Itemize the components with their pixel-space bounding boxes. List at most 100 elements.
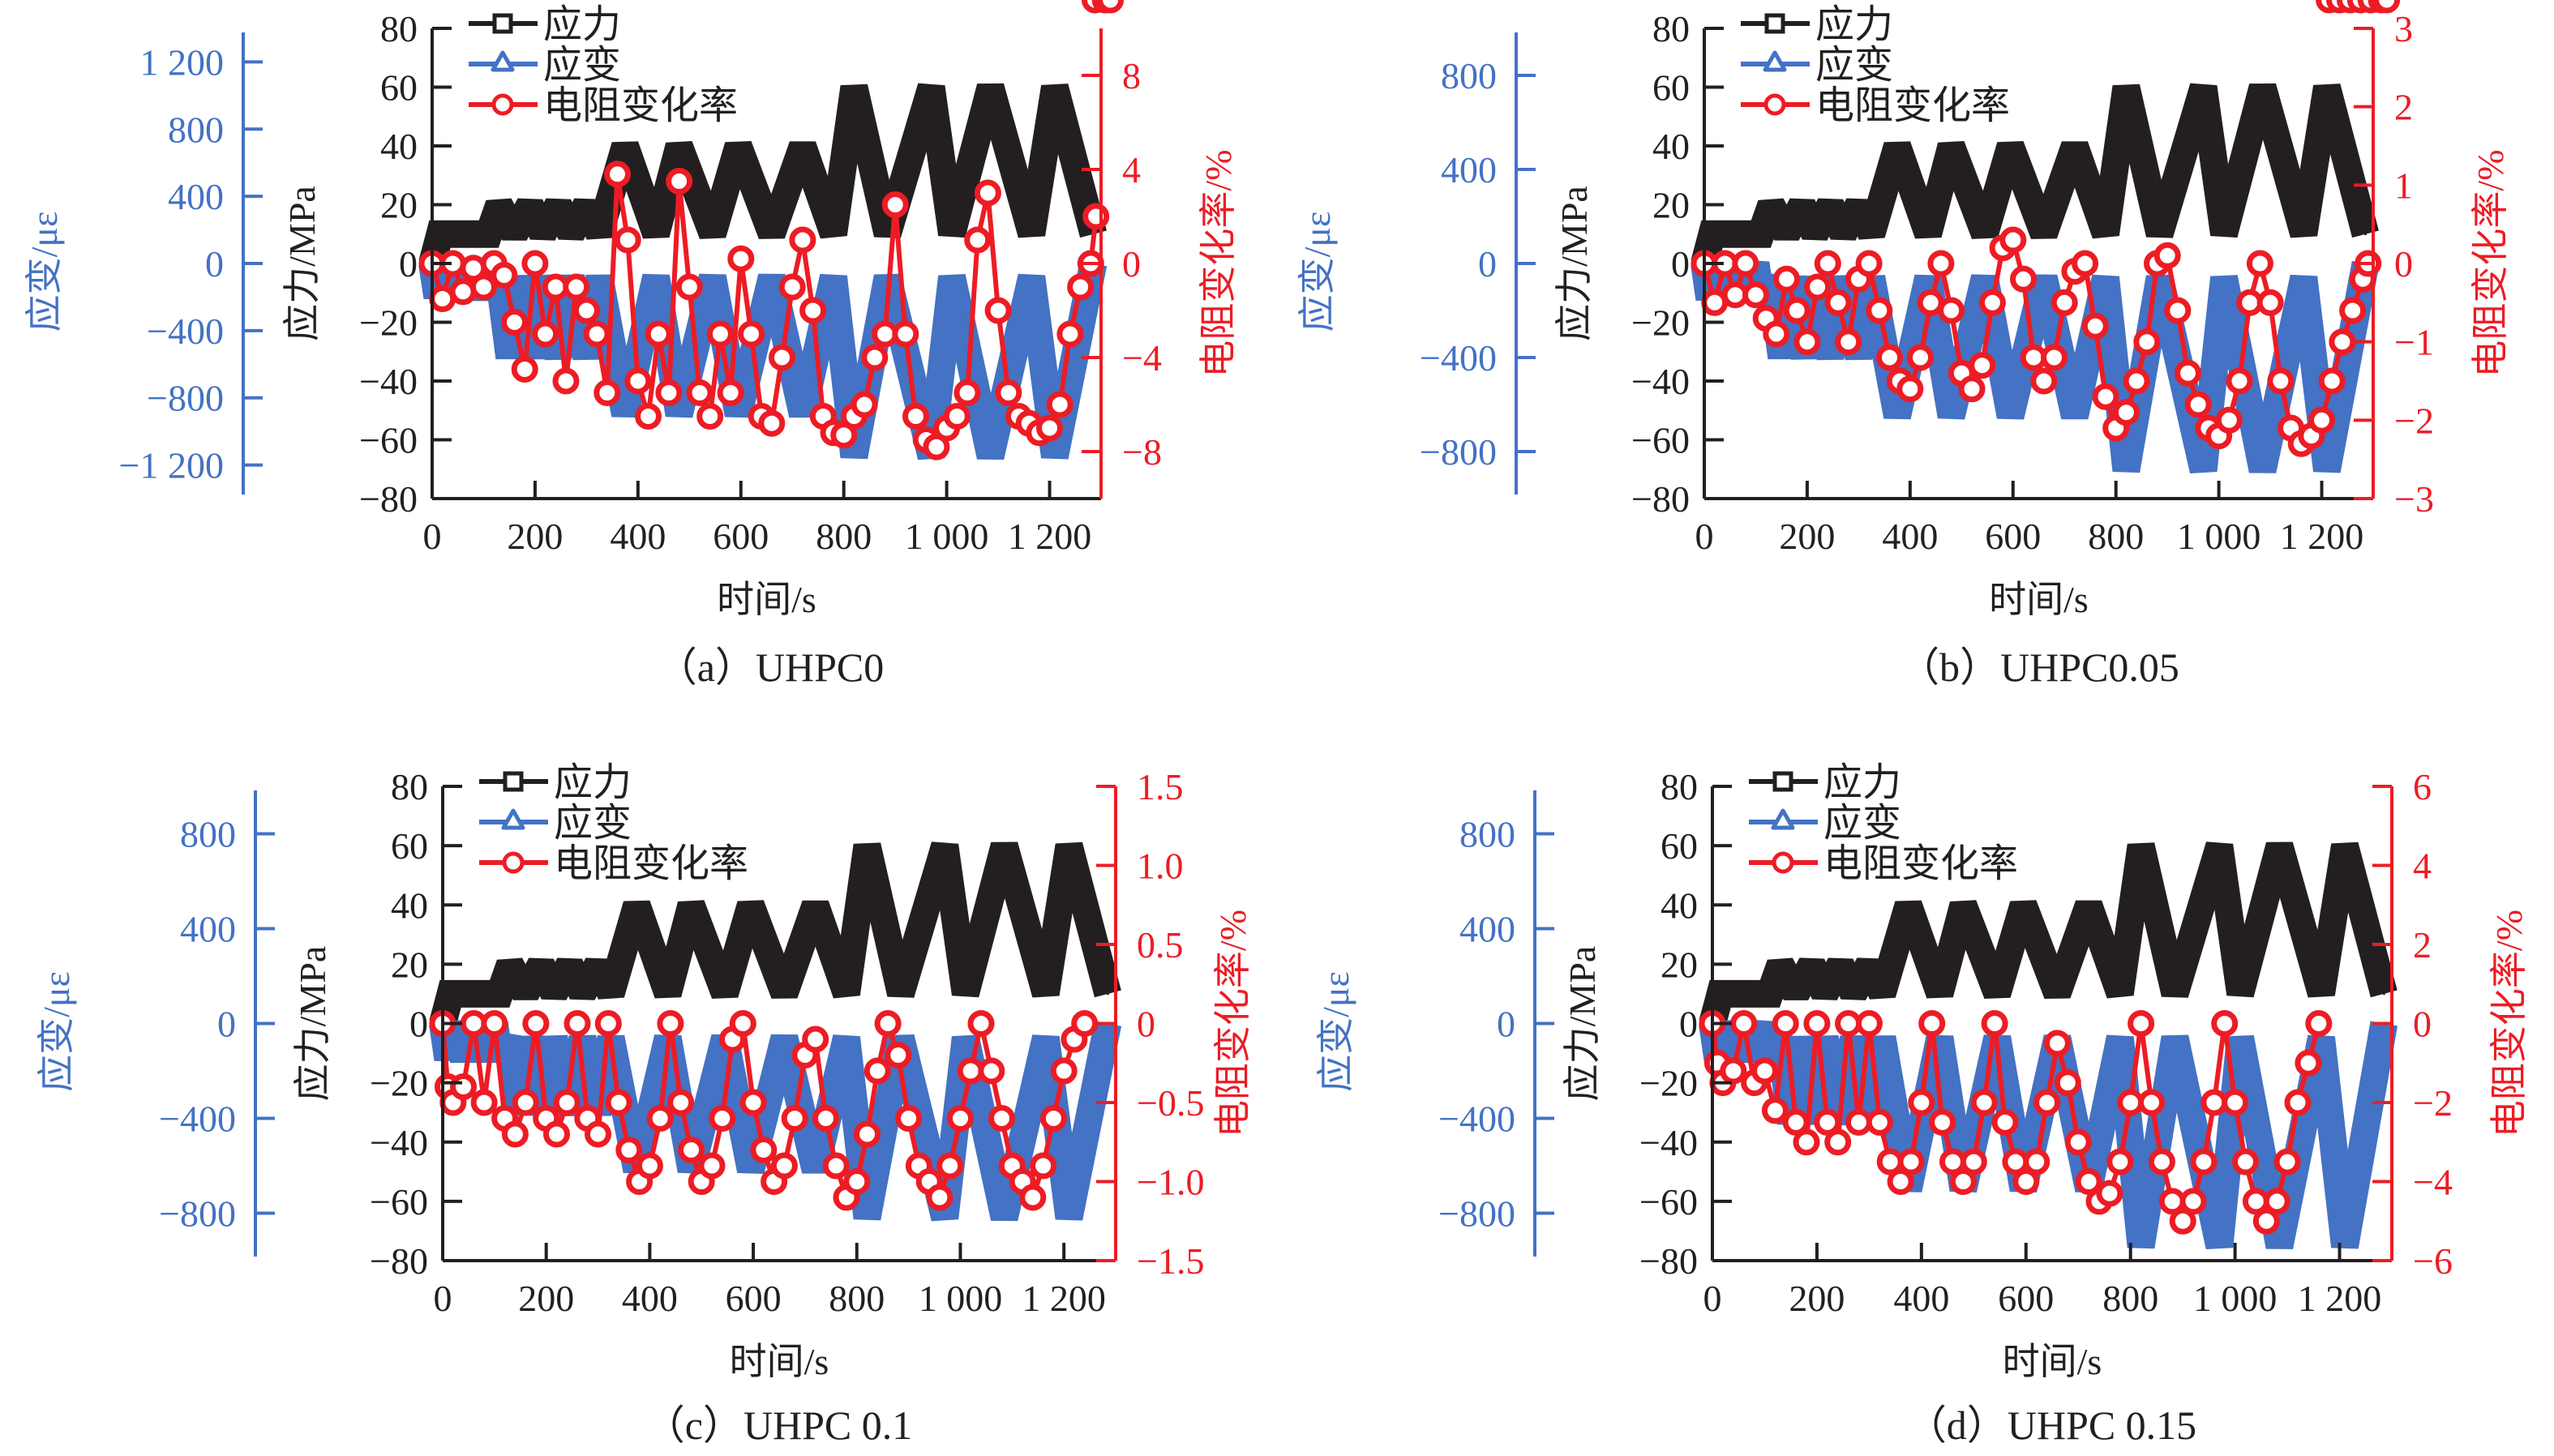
series-stress xyxy=(1699,841,2398,1027)
stress-point xyxy=(1841,233,1845,236)
strain-point xyxy=(1950,415,1953,418)
stress-point xyxy=(624,144,627,148)
stress-point xyxy=(1779,962,1782,966)
legend-strain: 应变 xyxy=(479,802,632,845)
resistance-point xyxy=(2252,1207,2280,1235)
legend-resistance: 电阻变化率 xyxy=(1749,842,2018,885)
resistance-point xyxy=(2054,1069,2081,1097)
strain-point xyxy=(1926,276,1930,279)
resistance-point xyxy=(799,297,827,324)
stress-point xyxy=(487,233,491,236)
strain-point xyxy=(964,1036,967,1039)
stress-point xyxy=(950,233,953,236)
stress-tick-label: 0 xyxy=(1671,243,1690,285)
strain-tick-label: 800 xyxy=(1459,814,1515,855)
stress-point xyxy=(801,144,804,148)
resistance-point xyxy=(1969,352,1996,379)
resistance-point xyxy=(2030,367,2058,395)
circle-marker-icon xyxy=(491,93,514,116)
strain-tick-label: 1 200 xyxy=(140,41,225,83)
resistance-point xyxy=(2263,1188,2290,1215)
resistance-point xyxy=(450,1073,477,1100)
stress-axis: −80 −60 −40 −20 0 20 40 60 80 应力/MPa xyxy=(292,766,462,1282)
legend-label: 应变 xyxy=(554,802,632,845)
resistance-tick-label: 1 xyxy=(2394,165,2413,206)
stress-point xyxy=(552,992,555,996)
stress-point xyxy=(1881,992,1883,996)
resistance-tick-label: −4 xyxy=(2413,1162,2453,1203)
strain-point xyxy=(508,356,511,359)
time-tick-label: 1 200 xyxy=(1022,1278,1106,1319)
resistance-axis-title: 电阻变化率/% xyxy=(1198,149,1239,377)
time-tick-label: 1 000 xyxy=(2177,516,2261,557)
strain-tick-label: 0 xyxy=(1478,243,1497,285)
stress-point xyxy=(2218,844,2221,847)
stress-point xyxy=(2140,844,2143,847)
legend-label: 电阻变化率 xyxy=(1815,84,2010,127)
time-tick-label: 200 xyxy=(1779,516,1835,557)
strain-point xyxy=(2073,415,2076,418)
strain-point xyxy=(2239,1036,2242,1039)
resistance-point xyxy=(2373,0,2401,14)
strain-point xyxy=(711,276,714,279)
time-tick-label: 600 xyxy=(1985,516,2041,557)
strain-point xyxy=(1044,1036,1048,1039)
stress-point xyxy=(539,962,542,966)
time-tick-label: 400 xyxy=(610,516,666,557)
resistance-point xyxy=(738,320,765,348)
resistance-point xyxy=(1050,1057,1078,1085)
resistance-tick-label: −1.5 xyxy=(1137,1240,1204,1282)
stress-point xyxy=(2343,844,2346,847)
resistance-point xyxy=(2096,1180,2123,1207)
stress-point xyxy=(2302,233,2305,236)
strain-point xyxy=(678,413,681,416)
resistance-point xyxy=(1783,297,1811,324)
resistance-point xyxy=(594,379,621,406)
series-stress xyxy=(429,841,1121,1027)
strain-point xyxy=(1003,1216,1006,1219)
strain-point xyxy=(989,455,992,458)
legend-label: 应力 xyxy=(543,3,621,46)
legend-resistance: 电阻变化率 xyxy=(469,84,738,127)
resistance-point xyxy=(2175,359,2201,387)
strain-tick-label: −800 xyxy=(1438,1193,1515,1235)
time-axis: 0 200 400 600 800 1 000 1 200 时间/s xyxy=(434,1243,1116,1382)
legend-strain: 应变 xyxy=(1749,802,1901,845)
resistance-point xyxy=(686,379,713,406)
resistance-point xyxy=(717,379,744,406)
series-resistance xyxy=(418,161,1110,460)
resistance-point xyxy=(1835,1010,1862,1037)
stress-tick-label: 80 xyxy=(380,8,418,49)
stress-point xyxy=(1961,903,1965,906)
resistance-point xyxy=(2339,297,2367,324)
time-tick-label: 600 xyxy=(1998,1278,2054,1319)
resistance-point xyxy=(1938,297,1965,324)
stress-point xyxy=(711,233,714,236)
resistance-line xyxy=(440,1021,1087,1200)
stress-tick-label: 60 xyxy=(1661,825,1698,867)
resistance-point xyxy=(2329,328,2356,356)
stress-tick-label: −20 xyxy=(359,302,418,344)
legend-stress: 应力 xyxy=(479,761,632,804)
resistance-point xyxy=(2043,1030,2071,1057)
resistance-point xyxy=(635,403,662,430)
stress-point xyxy=(678,144,681,148)
strain-point xyxy=(950,276,953,279)
time-tick-label: 0 xyxy=(1695,516,1714,557)
stress-tick-label: −80 xyxy=(1631,478,1690,520)
resistance-point xyxy=(1970,1089,1998,1116)
resistance-point xyxy=(1763,320,1790,348)
stress-point xyxy=(1907,903,1910,906)
stress-point xyxy=(1852,992,1855,996)
resistance-point xyxy=(1793,328,1821,356)
strain-point xyxy=(943,1216,946,1219)
stress-point xyxy=(1995,992,1999,996)
resistance-point xyxy=(953,379,981,406)
resistance-point xyxy=(789,226,816,254)
stress-point xyxy=(2158,233,2162,236)
resistance-point xyxy=(739,1089,767,1116)
stress-tick-label: 60 xyxy=(391,825,428,867)
stress-band xyxy=(429,841,1121,1027)
